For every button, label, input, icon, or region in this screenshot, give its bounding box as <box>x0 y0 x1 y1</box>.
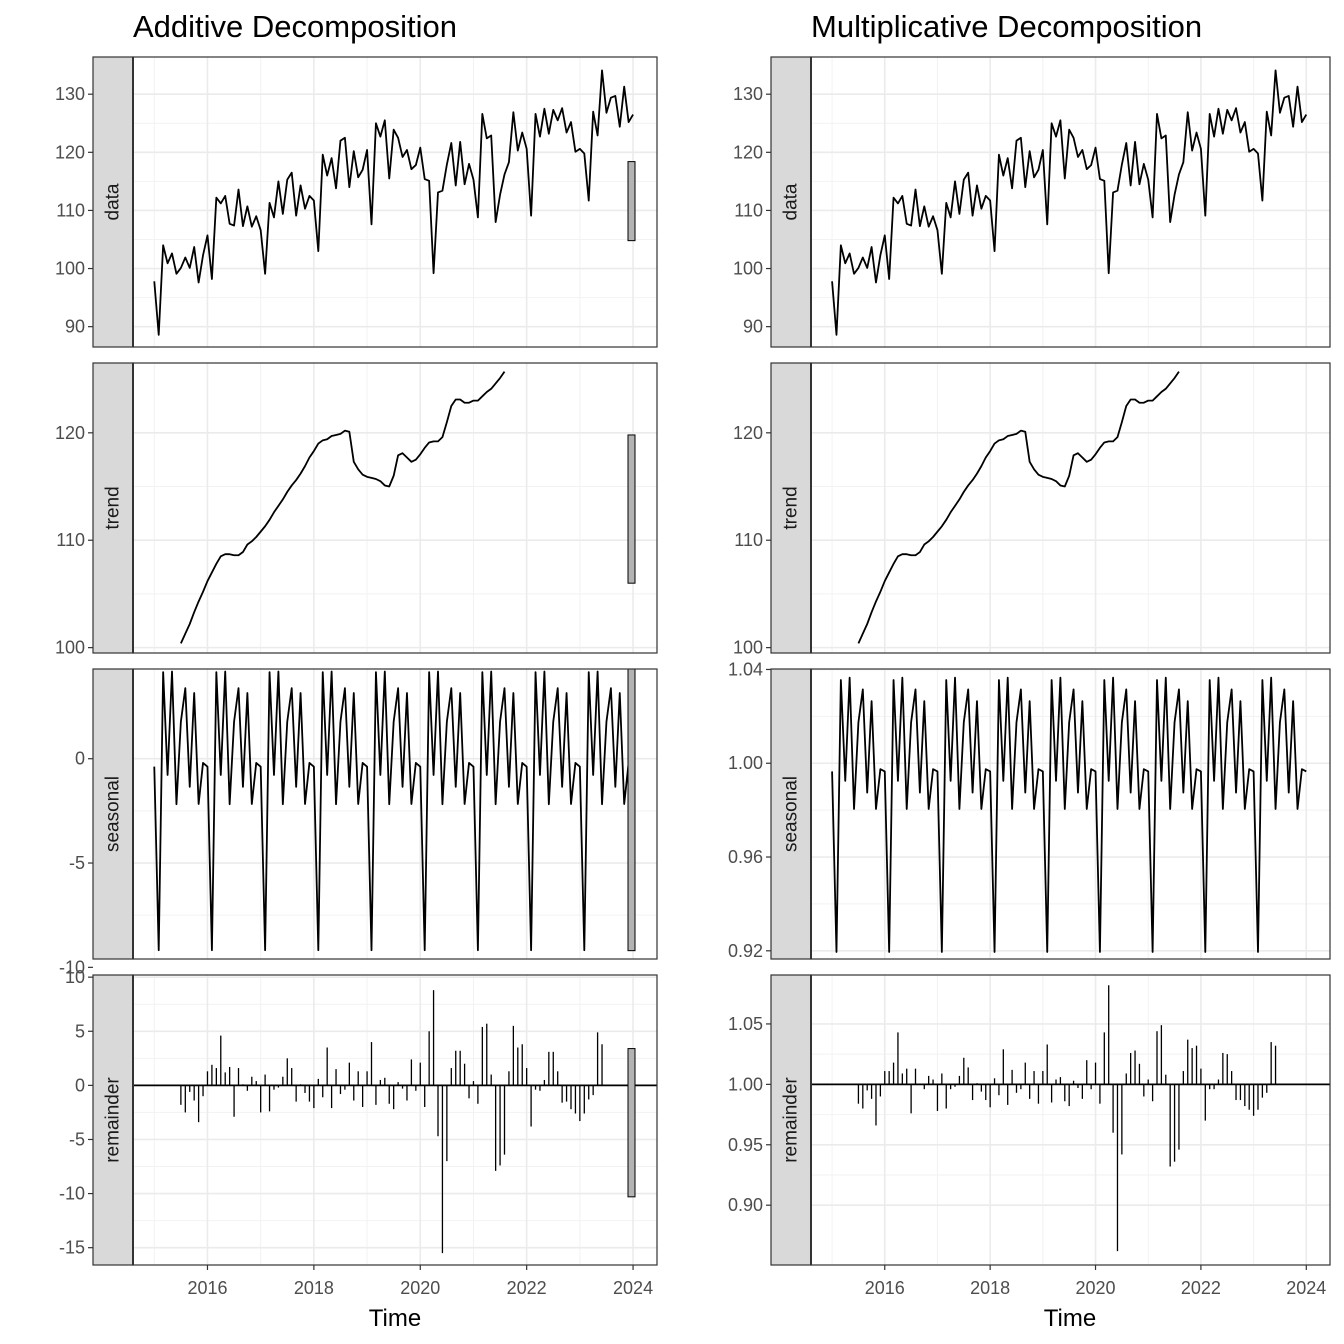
panel-background <box>133 975 657 1265</box>
panel-remainder: remainder -15 -10 -5 0 5 10 <box>59 967 658 1266</box>
y-tick-label: 120 <box>55 423 85 443</box>
x-tick-label: 2020 <box>400 1278 440 1298</box>
y-tick-label: -5 <box>69 853 85 873</box>
y-tick-label: 10 <box>65 967 85 987</box>
y-tick-label: 110 <box>734 530 763 550</box>
strip-label: trend <box>781 486 802 529</box>
x-axis-label: Time <box>369 1305 421 1332</box>
y-tick-label: 0 <box>75 749 85 769</box>
panel-background <box>811 363 1330 653</box>
strip-label: seasonal <box>103 776 124 852</box>
strip-label: data <box>781 183 802 220</box>
panel-background <box>133 57 657 347</box>
strip-label: trend <box>103 486 124 529</box>
y-tick-label: 100 <box>733 638 763 658</box>
chart-title: Additive Decomposition <box>133 9 457 44</box>
y-tick-label: 1.00 <box>728 753 763 773</box>
y-tick-label: 1.05 <box>728 1014 763 1034</box>
strip-background <box>770 56 812 348</box>
panel-seasonal: seasonal -10 -5 0 <box>59 668 658 977</box>
y-tick-label: -5 <box>69 1129 85 1149</box>
strip-background <box>92 668 134 960</box>
x-tick-label: 2018 <box>294 1278 334 1298</box>
y-tick-label: 1.04 <box>728 659 763 679</box>
panel-background <box>811 57 1330 347</box>
y-tick-label: -10 <box>59 957 85 977</box>
strip-background <box>92 974 134 1266</box>
y-tick-label: 130 <box>733 84 763 104</box>
y-tick-label: 120 <box>55 142 85 162</box>
x-tick-label: 2024 <box>613 1278 653 1298</box>
data-line <box>153 69 634 336</box>
x-tick-label: 2020 <box>1076 1278 1116 1298</box>
scale-bar <box>627 434 636 584</box>
x-tick-label: 2022 <box>1181 1278 1221 1298</box>
panel-data: data 90 100 110 120 130 <box>733 56 1331 348</box>
y-tick-label: -15 <box>59 1238 85 1258</box>
strip-background <box>92 362 134 654</box>
y-tick-label: 120 <box>733 142 763 162</box>
scale-bar <box>627 161 636 242</box>
strip-label: remainder <box>103 1077 124 1163</box>
y-tick-label: 110 <box>56 200 85 220</box>
y-tick-label: 110 <box>734 200 763 220</box>
seasonal-line <box>831 676 1307 953</box>
y-tick-label: 0 <box>75 1075 85 1095</box>
y-tick-label: 110 <box>56 530 85 550</box>
x-tick-label: 2022 <box>507 1278 547 1298</box>
y-tick-label: 1.00 <box>728 1074 763 1094</box>
panel-background <box>811 975 1330 1265</box>
panel-trend: trend 100 110 120 <box>733 362 1331 658</box>
strip-label: data <box>103 183 124 220</box>
x-tick-label: 2016 <box>865 1278 905 1298</box>
y-tick-label: 90 <box>743 317 763 337</box>
y-tick-label: 0.96 <box>728 847 763 867</box>
y-tick-label: 100 <box>733 259 763 279</box>
scale-bar <box>627 1048 636 1198</box>
panel-background <box>133 363 657 653</box>
panel-seasonal: seasonal 0.92 0.96 1.00 1.04 <box>728 659 1331 961</box>
y-tick-label: 130 <box>55 84 85 104</box>
chart-multiplicative: Multiplicative Decomposition data 90 100 110… <box>728 9 1331 1332</box>
strip-label: seasonal <box>781 776 802 852</box>
chart-title: Multiplicative Decomposition <box>811 9 1202 44</box>
chart-additive: Additive Decompositiondata90100110120130… <box>55 9 658 1332</box>
trend-line <box>180 371 506 644</box>
strip-background <box>770 974 812 1266</box>
seasonal-line <box>153 670 634 952</box>
y-tick-label: 90 <box>65 317 85 337</box>
y-tick-label: 100 <box>55 259 85 279</box>
y-tick-label: -10 <box>59 1184 85 1204</box>
y-tick-label: 0.90 <box>728 1195 763 1215</box>
x-tick-label: 2024 <box>1286 1278 1326 1298</box>
x-tick-label: 2018 <box>970 1278 1010 1298</box>
y-tick-label: 120 <box>733 423 763 443</box>
y-tick-label: 0.95 <box>728 1135 763 1155</box>
y-tick-label: 100 <box>55 638 85 658</box>
strip-background <box>770 362 812 654</box>
strip-label: remainder <box>781 1077 802 1163</box>
strip-background <box>92 56 134 348</box>
panel-data: data 90 100 110 120 130 <box>55 56 658 348</box>
data-line <box>831 69 1308 336</box>
scale-bar <box>627 668 636 952</box>
panel-remainder: remainder 0.90 0.95 1.00 1.05 <box>728 974 1331 1266</box>
x-axis-label: Time <box>1044 1305 1096 1332</box>
panel-trend: trend 100 110 120 <box>55 362 658 658</box>
trend-line <box>857 371 1180 644</box>
y-tick-label: 5 <box>75 1021 85 1041</box>
x-tick-label: 2016 <box>187 1278 227 1298</box>
y-tick-label: 0.92 <box>728 941 763 961</box>
